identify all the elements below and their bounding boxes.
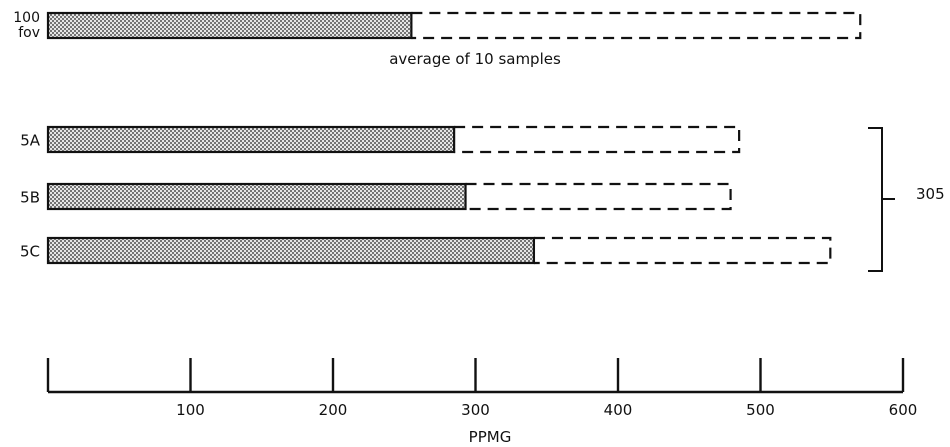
category-label: fov: [18, 25, 40, 41]
x-tick-label: 600: [889, 401, 918, 419]
bracket-line: [868, 127, 895, 272]
x-tick-label: 100: [176, 401, 205, 419]
x-tick-label: 400: [604, 401, 633, 419]
category-label: 5B: [20, 189, 40, 207]
bar-dashed-segment: [411, 11, 862, 40]
bars-group: [46, 11, 862, 265]
x-tick-label: 500: [746, 401, 775, 419]
bar-dashed-segment: [454, 125, 741, 154]
bar-solid-segment: [46, 11, 413, 40]
category-label: 100: [13, 10, 40, 26]
bar-dashed-segment: [465, 182, 732, 211]
x-tick-label: 200: [319, 401, 348, 419]
bar-solid-segment: [46, 182, 467, 211]
x-axis-label: PPMG: [469, 428, 512, 446]
bracket-value-label: 305: [916, 185, 945, 203]
bar-dashed-segment: [533, 236, 832, 265]
annotation-average-note: average of 10 samples: [389, 50, 561, 68]
bar-solid-segment: [46, 125, 456, 154]
x-axis: 100 200 300 400 500 600: [46, 358, 918, 419]
bracket-group: 305: [868, 127, 945, 272]
bar-solid-segment: [46, 236, 536, 265]
category-label: 5A: [20, 132, 41, 150]
x-tick-label: 300: [461, 401, 490, 419]
category-label: 5C: [20, 243, 40, 261]
